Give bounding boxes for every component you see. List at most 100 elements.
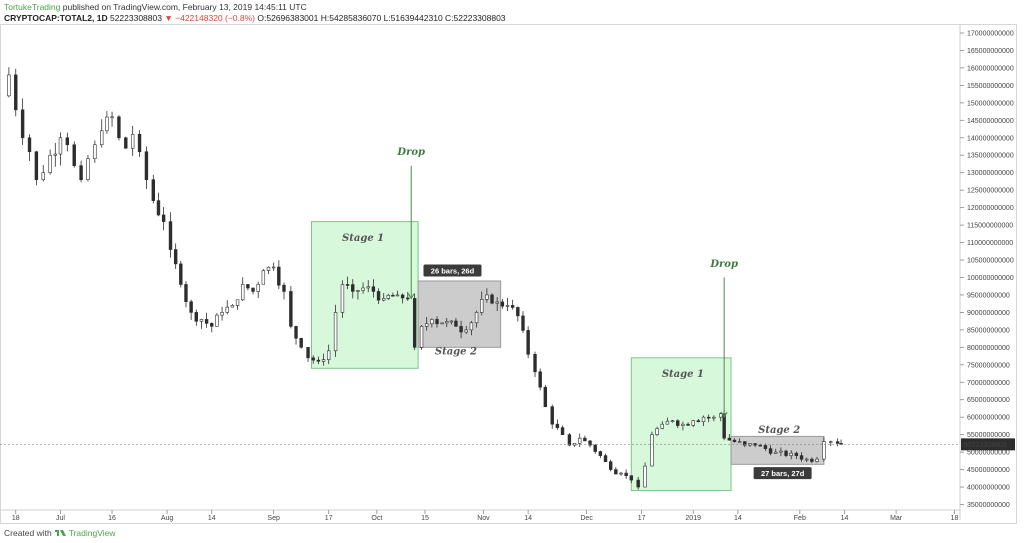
candle [763, 445, 768, 449]
stage1-box-b [630, 357, 732, 492]
candle [156, 200, 161, 216]
candle [179, 263, 183, 285]
candle [419, 326, 424, 348]
candle [321, 359, 326, 362]
y-tick-label: 115000000000 [967, 223, 1013, 230]
candle [72, 144, 76, 167]
x-tick-label: 14 [734, 515, 742, 522]
candle [665, 420, 670, 425]
stage1-box-a-text: Stage 1 [342, 233, 384, 244]
y-tick-label: 165000000000 [967, 48, 1014, 55]
author-link[interactable]: TortukeTrading [4, 2, 61, 12]
candle [758, 444, 762, 447]
candle [271, 266, 276, 269]
candle [681, 423, 685, 426]
y-tick-label: 170000000000 [967, 30, 1014, 37]
candle [289, 291, 293, 327]
candle [246, 284, 250, 289]
x-tick-label: 14 [208, 515, 216, 522]
candle [774, 451, 778, 454]
y-tick-label: 40000000000 [967, 485, 1010, 492]
candle [650, 434, 654, 467]
candle [161, 214, 166, 222]
bars-label-a-text: 26 bars, 26d [431, 266, 475, 275]
candle [316, 359, 321, 362]
candle [464, 329, 468, 333]
candle [340, 284, 345, 313]
x-tick-label: 14 [524, 515, 532, 522]
candle [27, 137, 32, 153]
candle [395, 294, 400, 297]
candle [614, 469, 618, 475]
chart-header: TortukeTrading published on TradingView.… [4, 2, 1014, 24]
candle [151, 179, 156, 201]
candle [382, 298, 386, 301]
candle [696, 420, 701, 423]
candle [53, 153, 58, 156]
candle [235, 299, 240, 306]
publish-line: TortukeTrading published on TradingView.… [4, 2, 1014, 13]
y-tick-label: 105000000000 [967, 258, 1014, 265]
candle [93, 144, 97, 160]
x-tick-label: 18 [12, 515, 20, 522]
candle [7, 74, 11, 97]
candle [526, 330, 530, 355]
y-tick-label: 60000000000 [967, 415, 1010, 422]
y-tick-label: 80000000000 [967, 345, 1010, 352]
candle [676, 420, 680, 426]
y-tick-label: 150000000000 [967, 100, 1014, 107]
candle [719, 413, 723, 418]
candle [430, 319, 434, 325]
y-tick-label: 45000000000 [967, 467, 1010, 474]
candle [41, 172, 45, 180]
y-tick-label: 135000000000 [967, 153, 1014, 160]
candle [351, 284, 355, 292]
tradingview-link[interactable]: TradingView [68, 528, 116, 538]
footer: Created with TradingView [4, 528, 116, 538]
candle [474, 312, 479, 324]
candle [194, 312, 198, 322]
candle [815, 458, 819, 462]
candle [603, 455, 608, 462]
candle [643, 465, 647, 488]
candle [784, 450, 788, 456]
stage2-box-a-text: Stage 2 [435, 346, 477, 357]
candle [469, 322, 474, 331]
candle [701, 416, 706, 423]
y-tick-label: 155000000000 [967, 83, 1014, 90]
candle [459, 326, 463, 333]
candle [168, 221, 173, 250]
candle [691, 420, 695, 426]
candle [326, 350, 331, 360]
created-with-text: Created with [4, 528, 52, 538]
candle [822, 441, 826, 460]
candle [533, 354, 537, 373]
candle [230, 305, 235, 308]
stage1-box-a [310, 221, 419, 369]
candle [737, 441, 742, 443]
x-tick-label: 16 [108, 515, 116, 522]
y-tick-label: 125000000000 [967, 188, 1014, 195]
y-tick-label: 55000000000 [967, 432, 1010, 439]
y-tick-label: 145000000000 [967, 118, 1014, 125]
candle [588, 440, 592, 446]
last-price-label-text: 52223308803 [964, 442, 1007, 449]
stage1-box-b-text: Stage 1 [662, 369, 704, 380]
y-tick-label: 75000000000 [967, 362, 1010, 369]
candle [686, 423, 690, 426]
candle [110, 116, 114, 119]
x-tick-label: 15 [421, 515, 429, 522]
x-tick-label: Feb [794, 515, 806, 522]
y-tick-label: 35000000000 [967, 502, 1010, 509]
y-tick-label: 85000000000 [967, 327, 1010, 334]
y-tick-label: 95000000000 [967, 292, 1010, 299]
y-tick-label: 120000000000 [967, 205, 1014, 212]
candle [400, 294, 405, 299]
candle [144, 151, 149, 180]
candle [79, 165, 83, 180]
candle [732, 439, 737, 442]
candle [256, 283, 260, 292]
candle [789, 452, 793, 456]
stage2-box-a [417, 280, 502, 348]
